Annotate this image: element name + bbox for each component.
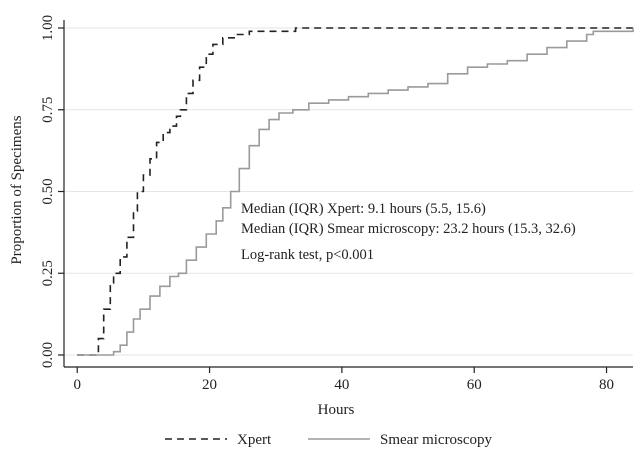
grid-layer	[64, 27, 633, 356]
x-axis-title: Hours	[318, 402, 355, 418]
axis-layer: 0.00 0.25 0.50 0.75 1.00 0 20 40 60 80	[40, 15, 633, 393]
y-axis-title: Proportion of Specimens	[9, 115, 25, 264]
annotation-xpert-median: Median (IQR) Xpert: 9.1 hours (5.5, 15.6…	[241, 201, 486, 217]
x-tick-label-1: 20	[202, 377, 217, 393]
legend-label-xpert: Xpert	[237, 432, 272, 448]
annotation-logrank: Log-rank test, p<0.001	[241, 247, 374, 263]
series-layer	[77, 27, 634, 356]
annotation-layer: Median (IQR) Xpert: 9.1 hours (5.5, 15.6…	[241, 201, 576, 263]
y-tick-label-3: 0.75	[40, 97, 56, 123]
x-tick-label-3: 60	[467, 377, 482, 393]
series-line-xpert	[77, 27, 633, 356]
legend-label-smear: Smear microscopy	[380, 432, 493, 448]
y-tick-label-4: 1.00	[40, 15, 56, 41]
annotation-smear-median: Median (IQR) Smear microscopy: 23.2 hour…	[241, 221, 576, 237]
y-tick-label-1: 0.25	[40, 260, 56, 286]
y-tick-label-0: 0.00	[40, 342, 56, 368]
x-tick-label-0: 0	[73, 377, 81, 393]
y-tick-label-2: 0.50	[40, 178, 56, 204]
x-tick-label-4: 80	[599, 377, 614, 393]
series-line-smear	[77, 28, 634, 356]
x-tick-label-2: 40	[334, 377, 349, 393]
legend: Xpert Smear microscopy	[165, 432, 493, 448]
